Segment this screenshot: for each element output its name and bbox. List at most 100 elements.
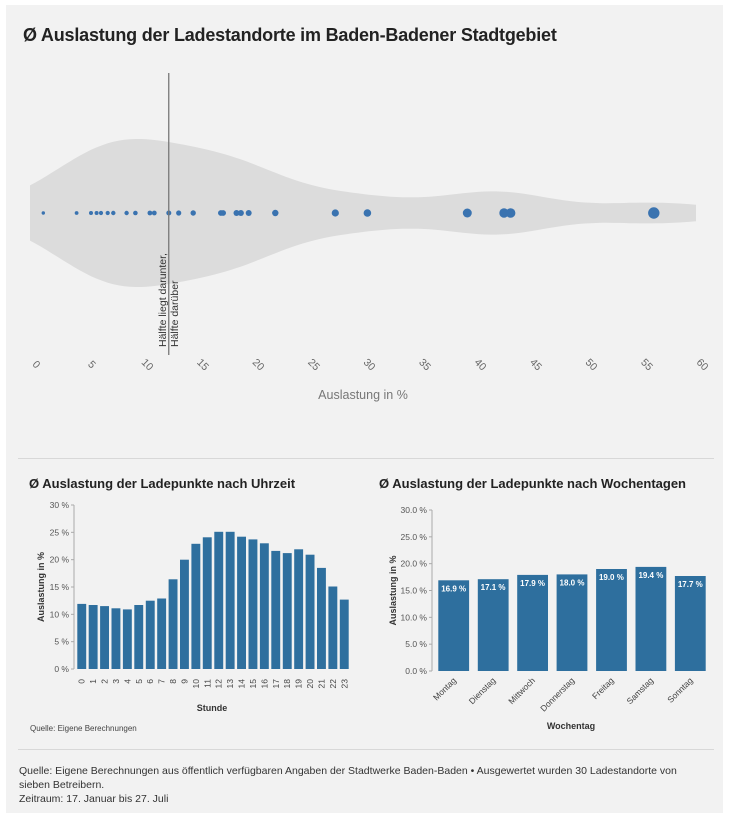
x-tick-label: 18 xyxy=(282,679,292,689)
hour-bar xyxy=(339,599,349,669)
data-point xyxy=(41,211,45,215)
x-tick-label: 17 xyxy=(271,679,281,689)
x-tick-label: 6 xyxy=(145,679,155,684)
hour-bar xyxy=(305,554,315,669)
x-tick-label: 2 xyxy=(100,679,110,684)
hour-bar xyxy=(237,536,246,669)
hour-bar xyxy=(317,567,326,669)
x-tick-label: 45 xyxy=(527,357,544,374)
y-tick-label: 0.0 % xyxy=(405,666,427,676)
data-point xyxy=(147,210,153,216)
x-tick-label: Sonntag xyxy=(665,675,695,705)
weekday-bar-chart: 0.0 % 5.0 % 10.0 % 15.0 % 20.0 % 25.0 % 30.0 %… xyxy=(388,505,706,731)
data-point xyxy=(190,210,196,216)
data-point xyxy=(245,210,252,216)
x-tick-label: 3 xyxy=(111,679,121,684)
footer-source: Quelle: Eigene Berechnungen aus öffentli… xyxy=(19,765,677,791)
y-tick-label: 10 % xyxy=(50,609,70,619)
hour-bar xyxy=(122,609,132,669)
weekday-bar xyxy=(477,579,509,671)
x-tick-label: Mittwoch xyxy=(506,675,537,706)
x-tick-label: 10 xyxy=(191,679,201,689)
hour-bar xyxy=(225,531,235,669)
y-tick-label: 10.0 % xyxy=(401,612,428,622)
y-tick-label: 20 % xyxy=(50,555,70,565)
footer-period: Zeitraum: 17. Januar bis 27. Juli xyxy=(19,793,169,805)
weekday-bar xyxy=(556,574,588,671)
hour-bar xyxy=(145,600,155,669)
hour-bar xyxy=(180,559,189,669)
hour-bar xyxy=(168,579,178,669)
hour-bar xyxy=(282,553,292,669)
hour-bar xyxy=(248,539,258,669)
data-point xyxy=(363,209,372,217)
x-tick-label: 60 xyxy=(694,357,711,374)
x-tick-label: 11 xyxy=(202,679,212,688)
x-axis-label: Auslastung in % xyxy=(318,388,408,402)
violin-shape xyxy=(30,139,696,287)
x-tick-label: 8 xyxy=(168,679,178,684)
weekday-bar xyxy=(674,576,706,671)
data-point xyxy=(462,208,472,218)
x-tick-label: 20 xyxy=(305,679,315,689)
y-tick-label: 20.0 % xyxy=(401,559,428,569)
y-tick-label: 5.0 % xyxy=(405,639,427,649)
hour-bar xyxy=(157,598,167,669)
data-point xyxy=(505,208,516,218)
data-point xyxy=(331,209,339,217)
main-title: Ø Auslastung der Ladestandorte im Baden-… xyxy=(23,25,557,45)
data-point xyxy=(151,210,157,216)
y-axis-label: Auslastung in % xyxy=(36,552,46,622)
data-point xyxy=(74,211,79,215)
y-tick-label: 5 % xyxy=(54,637,69,647)
x-tick-label: 5 xyxy=(134,679,144,684)
data-point xyxy=(124,210,129,216)
x-tick-label: 25 xyxy=(305,357,322,374)
data-point xyxy=(176,210,182,216)
hour-chart-source: Quelle: Eigene Berechnungen xyxy=(30,724,137,733)
hour-bar xyxy=(271,550,281,669)
bar-value-label: 19.4 % xyxy=(638,571,663,580)
x-tick-label: Donnerstag xyxy=(538,675,576,713)
x-tick-label: 14 xyxy=(237,679,247,689)
data-point xyxy=(111,210,116,216)
y-tick-label: 15 % xyxy=(50,582,70,592)
x-axis-label: Wochentag xyxy=(547,721,595,731)
x-tick-label: 0 xyxy=(30,359,43,372)
x-tick-label: Freitag xyxy=(590,675,616,701)
x-tick-label: 50 xyxy=(583,357,600,374)
hour-bar xyxy=(328,586,338,669)
data-point xyxy=(272,209,279,217)
hour-bar xyxy=(294,549,304,669)
data-point xyxy=(105,210,110,216)
x-tick-label: 55 xyxy=(638,357,655,374)
data-point xyxy=(499,208,509,218)
x-tick-label: 30 xyxy=(361,357,378,374)
x-tick-label: 20 xyxy=(250,357,267,374)
x-tick-label: 5 xyxy=(85,359,98,372)
hour-bar xyxy=(259,543,269,669)
hour-bar xyxy=(100,606,109,669)
bar-value-label: 17.1 % xyxy=(481,583,506,592)
footer-divider xyxy=(18,749,714,750)
x-tick-label: 19 xyxy=(294,679,304,689)
bar-value-label: 16.9 % xyxy=(441,584,466,593)
median-label-line2: Hälfte darüber xyxy=(169,280,181,347)
x-tick-label: 21 xyxy=(317,679,327,689)
hour-bar xyxy=(134,605,144,669)
x-tick-label: 12 xyxy=(214,679,224,689)
x-tick-label: 4 xyxy=(122,679,132,684)
weekday-bar xyxy=(635,566,667,671)
data-point xyxy=(233,210,240,216)
x-tick-label: 15 xyxy=(248,679,258,689)
y-tick-label: 30.0 % xyxy=(401,505,428,515)
y-tick-label: 25.0 % xyxy=(401,532,428,542)
y-tick-label: 15.0 % xyxy=(401,586,428,596)
chart-card: Ø Auslastung der Ladestandorte im Baden-… xyxy=(6,5,723,813)
hour-bar xyxy=(202,537,212,669)
x-tick-label: 15 xyxy=(194,357,211,374)
x-axis-label: Stunde xyxy=(197,703,228,713)
x-tick-label: 1 xyxy=(88,679,98,684)
x-tick-label: 0 xyxy=(77,679,87,684)
hour-bar-chart: 0 % 5 % 10 % 15 % 20 % 25 % 30 % Auslastung in … xyxy=(36,500,349,713)
